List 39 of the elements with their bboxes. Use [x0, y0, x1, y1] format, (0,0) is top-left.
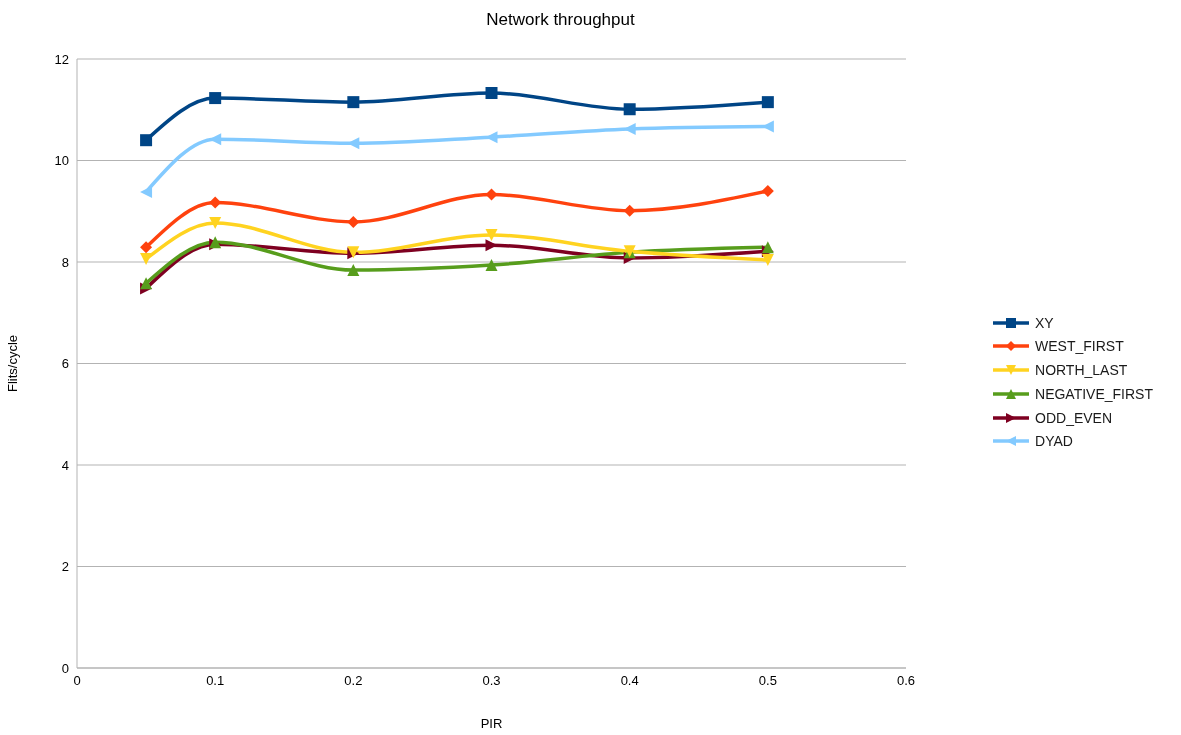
legend-label: ODD_EVEN — [1035, 408, 1113, 428]
point — [623, 103, 636, 116]
point — [209, 216, 222, 229]
point — [140, 134, 153, 147]
y-tick-label: 2 — [61, 559, 69, 575]
point — [140, 241, 153, 254]
y-tick-label: 8 — [61, 254, 69, 270]
x-tick-label: 0.3 — [482, 673, 501, 689]
x-tick-label: 0.5 — [758, 673, 777, 689]
y-axis-title: Flits/cycle — [4, 334, 20, 393]
legend-label: DYAD — [1035, 432, 1073, 452]
x-tick-label: 0.6 — [896, 673, 916, 689]
point — [485, 259, 498, 272]
point — [761, 96, 774, 109]
x-axis-title: PIR — [480, 716, 503, 731]
point — [485, 87, 498, 99]
point — [347, 96, 360, 109]
y-tick-label: 10 — [54, 153, 69, 169]
point — [761, 241, 774, 254]
x-tick-label: 0.4 — [620, 673, 639, 689]
point — [209, 92, 222, 105]
x-tick-label: 0 — [73, 673, 81, 689]
point — [347, 264, 360, 277]
chart-title: Network throughput — [485, 9, 636, 31]
point — [140, 277, 153, 290]
x-tick-label: 0.1 — [206, 673, 225, 689]
x-tick-label: 0.2 — [344, 673, 363, 689]
point — [485, 229, 498, 242]
y-tick-label: 0 — [61, 660, 69, 676]
legend-label: NEGATIVE_FIRST — [1035, 384, 1153, 404]
point — [347, 215, 360, 228]
y-tick-label: 6 — [61, 356, 69, 372]
y-tick-label: 12 — [54, 51, 69, 67]
y-tick-label: 4 — [61, 457, 69, 473]
point — [761, 184, 774, 197]
legend-label: XY — [1035, 313, 1054, 333]
point — [761, 253, 774, 266]
legend-label: WEST_FIRST — [1035, 337, 1124, 357]
legend-label: NORTH_LAST — [1035, 361, 1128, 381]
